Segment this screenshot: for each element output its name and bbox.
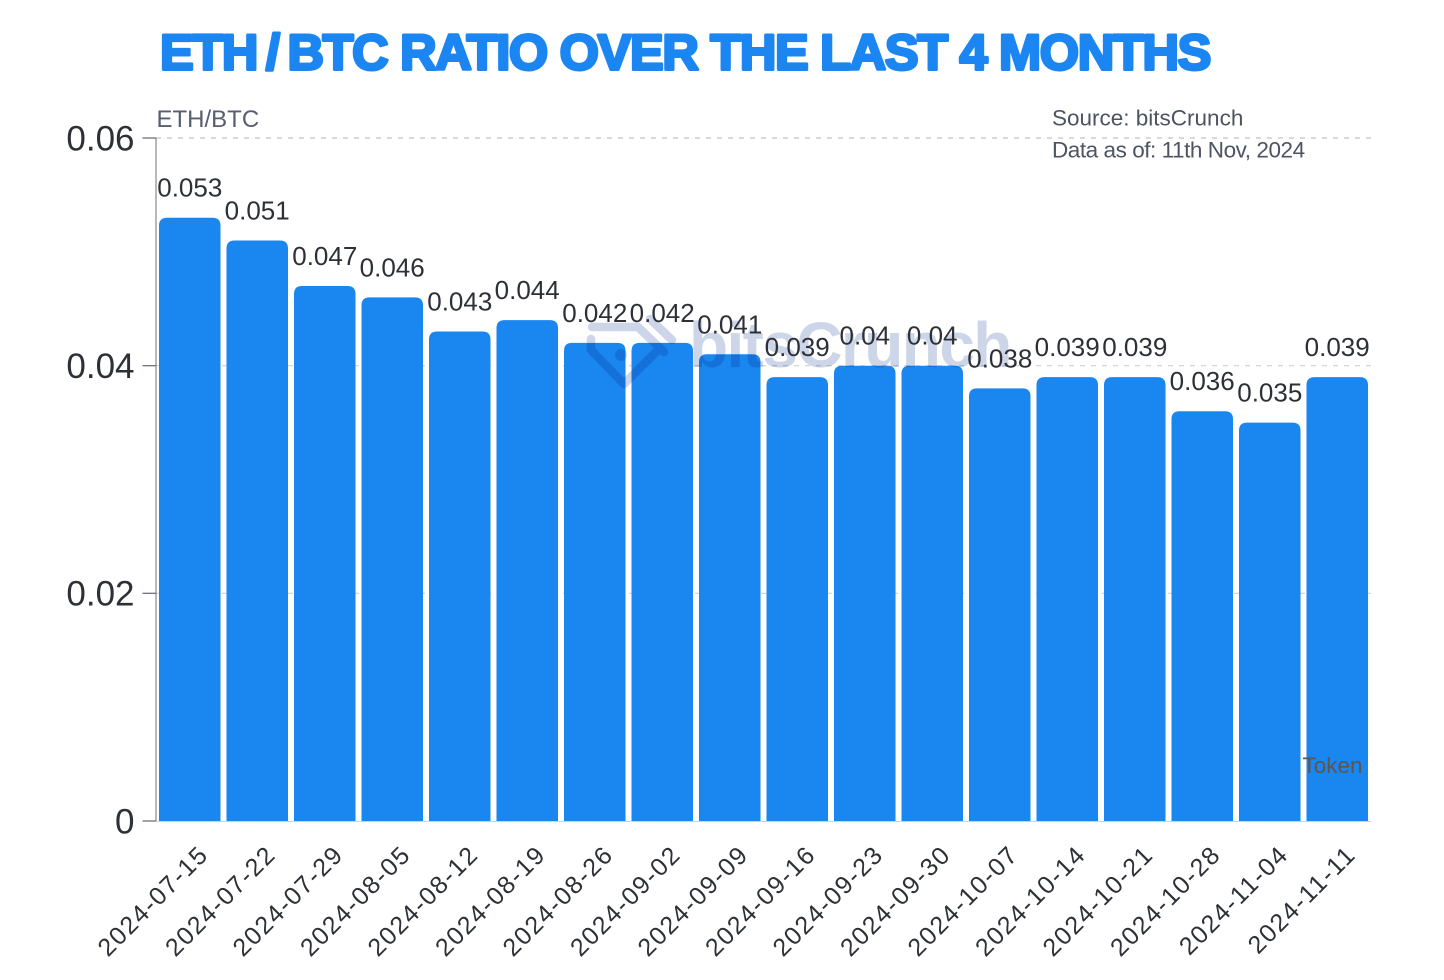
svg-text:0.044: 0.044 bbox=[495, 275, 560, 305]
svg-text:0.039: 0.039 bbox=[1102, 332, 1167, 362]
svg-text:0.04: 0.04 bbox=[66, 347, 134, 386]
svg-text:0.036: 0.036 bbox=[1170, 366, 1235, 396]
svg-text:0.041: 0.041 bbox=[697, 309, 762, 339]
svg-text:Token: Token bbox=[1303, 753, 1363, 778]
svg-text:0.042: 0.042 bbox=[630, 298, 695, 328]
svg-text:0.042: 0.042 bbox=[562, 298, 627, 328]
svg-text:0.051: 0.051 bbox=[225, 196, 290, 226]
svg-text:0.04: 0.04 bbox=[907, 321, 958, 351]
svg-text:0.039: 0.039 bbox=[1305, 332, 1370, 362]
svg-text:0.039: 0.039 bbox=[1035, 332, 1100, 362]
svg-text:0.046: 0.046 bbox=[360, 252, 425, 282]
svg-text:ETH / BTC RATIO OVER THE LAST: ETH / BTC RATIO OVER THE LAST 4 MONTHS bbox=[160, 24, 1210, 81]
svg-text:0.06: 0.06 bbox=[66, 119, 134, 158]
svg-text:Source: bitsCrunch: Source: bitsCrunch bbox=[1052, 106, 1243, 131]
svg-text:0.035: 0.035 bbox=[1237, 378, 1302, 408]
svg-text:bitsCrunch: bitsCrunch bbox=[689, 309, 1011, 381]
svg-text:0.047: 0.047 bbox=[292, 241, 357, 271]
svg-text:0.04: 0.04 bbox=[839, 321, 890, 351]
svg-text:0.038: 0.038 bbox=[967, 343, 1032, 373]
svg-text:Data as of: 11th Nov, 2024: Data as of: 11th Nov, 2024 bbox=[1052, 138, 1305, 163]
svg-text:0: 0 bbox=[115, 802, 134, 841]
svg-text:0.02: 0.02 bbox=[66, 575, 134, 614]
svg-text:0.039: 0.039 bbox=[765, 332, 830, 362]
svg-text:0.043: 0.043 bbox=[427, 287, 492, 317]
svg-text:0.053: 0.053 bbox=[157, 173, 222, 203]
svg-text:ETH/BTC: ETH/BTC bbox=[157, 106, 260, 133]
